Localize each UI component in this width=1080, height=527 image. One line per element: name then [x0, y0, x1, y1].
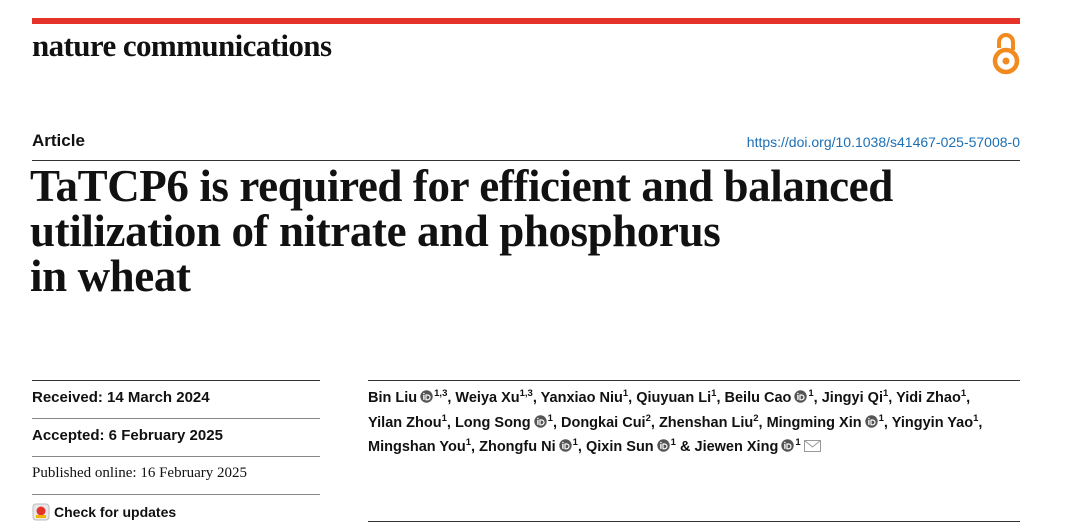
- rule: [32, 456, 320, 457]
- separator: ,: [978, 414, 983, 431]
- author-name: Dongkai Cui: [561, 414, 646, 431]
- affiliation: 1,3: [519, 388, 533, 400]
- author-name: Yingyin Yao: [891, 414, 974, 431]
- affiliation: 2: [645, 412, 651, 424]
- author-name: Yidi Zhao: [896, 390, 961, 406]
- check-updates-label[interactable]: Check for updates: [54, 504, 177, 520]
- accepted-date: Accepted: 6 February 2025: [32, 427, 223, 444]
- rule: [32, 160, 1020, 161]
- author: Beilu Cao 1,: [724, 388, 818, 406]
- author: Yidi Zhao1,: [896, 388, 971, 406]
- author: Mingshan You1,: [368, 437, 476, 455]
- affiliation: 1: [572, 437, 578, 449]
- author: Dongkai Cui2,: [561, 412, 655, 431]
- rule: [32, 418, 320, 419]
- author-list: Bin Liu 1,3, Weiya Xu1,3, Yanxiao Niu1, Q…: [368, 386, 1008, 460]
- affiliation: 1: [882, 388, 889, 400]
- top-bar: [32, 18, 1020, 24]
- author: Yingyin Yao1,: [891, 412, 983, 431]
- affiliation: 1: [465, 437, 472, 449]
- orcid-icon[interactable]: [558, 439, 572, 452]
- open-access-icon: [992, 33, 1020, 75]
- author: Qixin Sun 1 &: [585, 437, 691, 455]
- author-name: Yanxiao Niu: [540, 390, 623, 406]
- rule: [368, 380, 1020, 381]
- author: Jingyi Qi1,: [821, 388, 893, 406]
- separator: ,: [966, 390, 971, 406]
- orcid-icon[interactable]: [781, 439, 795, 452]
- journal-name: nature communications: [32, 28, 332, 63]
- rule: [368, 521, 1020, 522]
- author-name: Bin Liu: [368, 390, 418, 406]
- separator: ,: [628, 390, 633, 406]
- separator: ,: [650, 414, 655, 431]
- check-updates[interactable]: Check for updates: [32, 503, 176, 521]
- affiliation: 1: [711, 388, 717, 400]
- orcid-icon[interactable]: [656, 439, 670, 452]
- author-name: Weiya Xu: [455, 390, 520, 406]
- author-name: Qixin Sun: [585, 439, 654, 455]
- received-date: Received: 14 March 2024: [32, 389, 210, 406]
- orcid-icon[interactable]: [864, 414, 878, 428]
- separator: ,: [447, 390, 452, 406]
- affiliation: 1: [622, 388, 629, 400]
- author-name: Zhenshan Liu: [658, 414, 754, 431]
- affiliation: 1: [795, 437, 801, 449]
- author: Qiuyuan Li1,: [636, 388, 721, 406]
- author-name: Mingshan You: [368, 439, 466, 455]
- affiliation: 1: [878, 412, 884, 424]
- affiliation: 1,3: [434, 388, 448, 400]
- separator: ,: [471, 439, 476, 455]
- author: Yilan Zhou1,: [368, 412, 451, 431]
- orcid-icon[interactable]: [533, 414, 547, 428]
- separator: ,: [446, 414, 451, 431]
- affiliation: 1: [960, 388, 967, 400]
- published-date: Published online: 16 February 2025: [32, 465, 247, 481]
- affiliation: 1: [973, 412, 979, 424]
- affiliation: 1: [808, 388, 814, 400]
- doi-link[interactable]: https://doi.org/10.1038/s41467-025-57008…: [746, 134, 1020, 150]
- author: Weiya Xu1,3,: [455, 388, 537, 406]
- orcid-icon[interactable]: [420, 390, 433, 403]
- rule: [32, 494, 320, 495]
- affiliation: 1: [670, 437, 676, 449]
- affiliation: 2: [753, 412, 759, 424]
- author-name: Jiewen Xing: [694, 439, 779, 455]
- separator: ,: [577, 439, 582, 455]
- rule: [32, 380, 320, 381]
- author: Bin Liu 1,3,: [368, 388, 452, 406]
- author: Long Song 1,: [454, 412, 557, 431]
- author: Zhongfu Ni 1,: [479, 437, 582, 455]
- separator: ,: [883, 414, 888, 431]
- author-name: Qiuyuan Li: [636, 390, 712, 406]
- author-name: Mingming Xin: [766, 414, 862, 431]
- title-line: utilization of nitrate and phosphorus: [30, 206, 721, 256]
- author: Yanxiao Niu1,: [540, 388, 633, 406]
- author-name: Long Song: [454, 414, 531, 431]
- author: Mingming Xin 1,: [766, 412, 888, 431]
- separator: ,: [532, 390, 537, 406]
- author-name: Zhongfu Ni: [479, 439, 556, 455]
- email-icon[interactable]: [803, 440, 821, 452]
- title-line: in wheat: [30, 251, 191, 301]
- article-title: TaTCP6 is required for efficient and bal…: [30, 164, 893, 299]
- affiliation: 1: [547, 412, 553, 424]
- author: Zhenshan Liu2,: [658, 412, 763, 431]
- orcid-icon[interactable]: [794, 390, 808, 403]
- conjunction: &: [679, 439, 691, 455]
- separator: ,: [758, 414, 763, 431]
- check-updates-icon: [32, 503, 50, 521]
- author: Jiewen Xing 1: [694, 437, 821, 455]
- author-name: Yilan Zhou: [368, 414, 442, 431]
- article-type: Article: [32, 131, 85, 150]
- author-name: Jingyi Qi: [821, 390, 883, 406]
- separator: ,: [716, 390, 721, 406]
- separator: ,: [552, 414, 557, 431]
- title-line: TaTCP6 is required for efficient and bal…: [30, 161, 893, 211]
- author-name: Beilu Cao: [724, 390, 792, 406]
- separator: ,: [813, 390, 818, 406]
- separator: ,: [888, 390, 893, 406]
- affiliation: 1: [441, 412, 447, 424]
